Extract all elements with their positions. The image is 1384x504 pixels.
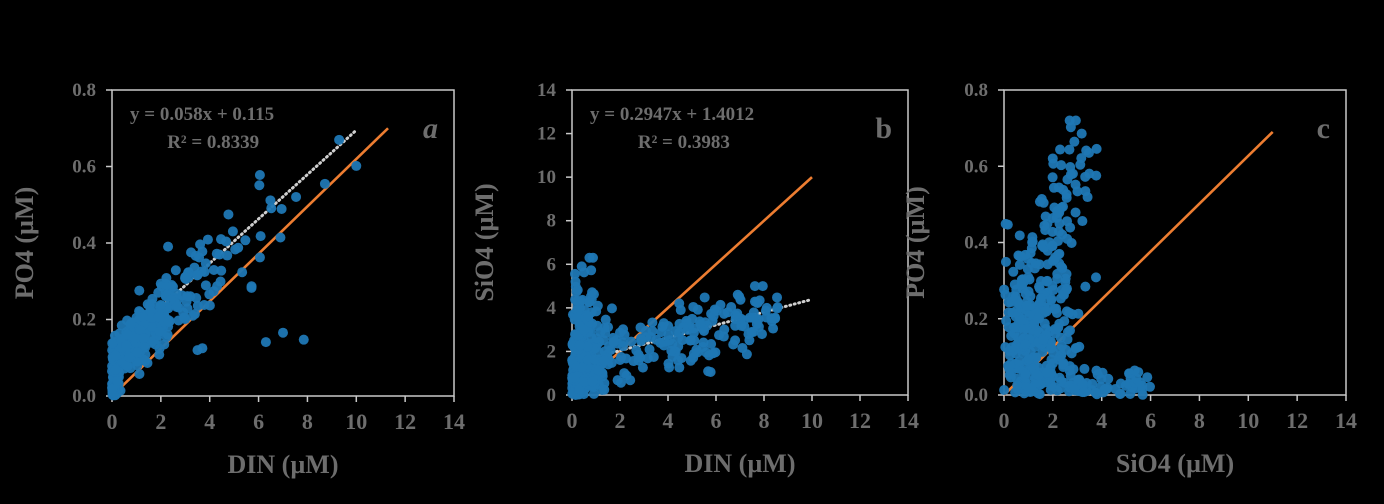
- svg-text:6: 6: [253, 409, 264, 434]
- svg-text:4: 4: [204, 409, 215, 434]
- svg-text:12: 12: [394, 409, 416, 434]
- svg-text:0.6: 0.6: [964, 156, 988, 177]
- svg-text:DIN (µM): DIN (µM): [684, 449, 795, 478]
- svg-text:0: 0: [567, 408, 578, 433]
- svg-text:8: 8: [302, 409, 313, 434]
- svg-text:PO4 (µM): PO4 (µM): [901, 186, 930, 298]
- svg-text:4: 4: [663, 408, 674, 433]
- svg-text:0.0: 0.0: [964, 385, 988, 406]
- svg-text:10: 10: [1237, 408, 1259, 433]
- svg-text:0.8: 0.8: [72, 80, 96, 101]
- svg-text:y = 0.2947x + 1.4012: y = 0.2947x + 1.4012: [590, 104, 754, 125]
- svg-text:8: 8: [1194, 408, 1205, 433]
- svg-text:0.0: 0.0: [72, 386, 96, 407]
- svg-text:10: 10: [537, 167, 556, 188]
- svg-text:2: 2: [547, 341, 557, 362]
- svg-text:0.2: 0.2: [964, 309, 988, 330]
- svg-text:0.4: 0.4: [72, 233, 96, 254]
- svg-text:12: 12: [1286, 408, 1308, 433]
- svg-text:0.4: 0.4: [964, 233, 988, 254]
- svg-text:R² = 0.3983: R² = 0.3983: [638, 132, 730, 153]
- svg-text:0: 0: [547, 385, 557, 406]
- svg-text:14: 14: [443, 409, 465, 434]
- svg-text:10: 10: [801, 408, 823, 433]
- svg-text:0.8: 0.8: [964, 80, 988, 101]
- svg-text:12: 12: [537, 124, 556, 145]
- svg-text:4: 4: [1096, 408, 1107, 433]
- svg-text:0.6: 0.6: [72, 157, 96, 178]
- svg-text:2: 2: [155, 409, 166, 434]
- svg-text:6: 6: [547, 254, 557, 275]
- svg-text:0: 0: [999, 408, 1010, 433]
- svg-text:4: 4: [547, 298, 557, 319]
- svg-text:14: 14: [1335, 408, 1357, 433]
- svg-text:PO4 (µM): PO4 (µM): [10, 187, 39, 299]
- svg-text:R² = 0.8339: R² = 0.8339: [167, 132, 259, 153]
- svg-text:0: 0: [107, 409, 118, 434]
- svg-text:8: 8: [759, 408, 770, 433]
- svg-text:c: c: [1317, 112, 1330, 145]
- svg-text:10: 10: [345, 409, 367, 434]
- svg-text:12: 12: [849, 408, 871, 433]
- svg-text:8: 8: [547, 211, 557, 232]
- svg-text:a: a: [423, 112, 438, 145]
- svg-text:DIN (µM): DIN (µM): [227, 450, 338, 479]
- svg-text:SiO4 (µM): SiO4 (µM): [470, 183, 499, 301]
- svg-text:6: 6: [711, 408, 722, 433]
- svg-text:b: b: [875, 112, 892, 145]
- svg-text:14: 14: [537, 80, 557, 101]
- svg-text:2: 2: [615, 408, 626, 433]
- svg-text:14: 14: [897, 408, 919, 433]
- svg-text:6: 6: [1145, 408, 1156, 433]
- svg-text:2: 2: [1047, 408, 1058, 433]
- svg-text:0.2: 0.2: [72, 310, 96, 331]
- svg-text:SiO4 (µM): SiO4 (µM): [1116, 449, 1234, 478]
- svg-text:y = 0.058x + 0.115: y = 0.058x + 0.115: [130, 104, 274, 125]
